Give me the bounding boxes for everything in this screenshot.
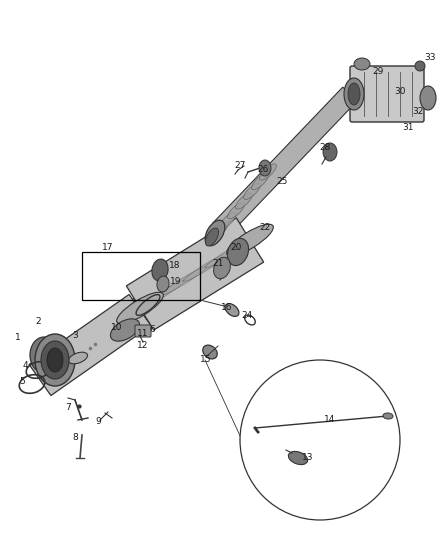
Ellipse shape: [236, 193, 252, 209]
Text: 33: 33: [424, 53, 436, 62]
Ellipse shape: [35, 334, 75, 386]
Ellipse shape: [212, 222, 229, 238]
Ellipse shape: [225, 304, 239, 317]
Ellipse shape: [354, 58, 370, 70]
Ellipse shape: [260, 164, 276, 180]
Text: 16: 16: [221, 303, 233, 312]
Ellipse shape: [117, 292, 163, 324]
Ellipse shape: [288, 451, 307, 465]
Circle shape: [240, 360, 400, 520]
Ellipse shape: [323, 143, 337, 161]
Ellipse shape: [415, 61, 425, 71]
Text: 15: 15: [200, 356, 212, 365]
Polygon shape: [89, 293, 151, 352]
Text: 7: 7: [65, 403, 71, 413]
Ellipse shape: [161, 266, 207, 295]
Text: 5: 5: [19, 377, 25, 386]
Ellipse shape: [228, 203, 244, 219]
Ellipse shape: [110, 319, 140, 341]
Text: 27: 27: [234, 161, 246, 171]
Text: 14: 14: [324, 416, 336, 424]
Text: 19: 19: [170, 278, 182, 287]
Ellipse shape: [139, 280, 185, 309]
Text: 28: 28: [319, 143, 331, 152]
Text: 3: 3: [72, 330, 78, 340]
Text: 8: 8: [72, 433, 78, 442]
Polygon shape: [126, 218, 264, 330]
Ellipse shape: [203, 345, 217, 359]
Ellipse shape: [420, 86, 436, 110]
Text: 26: 26: [257, 166, 268, 174]
Ellipse shape: [205, 239, 251, 268]
Text: 22: 22: [259, 223, 271, 232]
Text: 21: 21: [212, 259, 224, 268]
FancyBboxPatch shape: [135, 325, 151, 337]
Text: 32: 32: [412, 108, 424, 117]
Polygon shape: [213, 87, 357, 237]
Ellipse shape: [214, 257, 230, 279]
Ellipse shape: [227, 238, 248, 265]
Ellipse shape: [251, 174, 268, 190]
Ellipse shape: [205, 220, 225, 246]
Ellipse shape: [30, 337, 58, 373]
Ellipse shape: [383, 413, 393, 419]
Ellipse shape: [226, 224, 273, 256]
Ellipse shape: [152, 259, 168, 281]
Ellipse shape: [68, 352, 88, 364]
Text: 30: 30: [394, 87, 406, 96]
Text: 1: 1: [15, 334, 21, 343]
Ellipse shape: [183, 253, 229, 281]
Text: 10: 10: [111, 322, 123, 332]
Ellipse shape: [344, 78, 364, 110]
Text: 25: 25: [276, 177, 288, 187]
Ellipse shape: [47, 348, 63, 372]
Text: 9: 9: [95, 417, 101, 426]
Ellipse shape: [219, 212, 237, 229]
Ellipse shape: [259, 160, 271, 176]
Text: 17: 17: [102, 244, 114, 253]
Ellipse shape: [41, 341, 69, 379]
Polygon shape: [29, 294, 151, 395]
Text: 2: 2: [35, 318, 41, 327]
Text: 24: 24: [241, 311, 253, 319]
Ellipse shape: [205, 228, 219, 246]
Ellipse shape: [348, 83, 360, 105]
Text: 31: 31: [402, 124, 414, 133]
Text: 18: 18: [169, 262, 181, 271]
Text: 11: 11: [137, 328, 149, 337]
Text: 4: 4: [22, 360, 28, 369]
Text: 20: 20: [230, 244, 242, 253]
Text: 13: 13: [302, 454, 314, 463]
Text: 29: 29: [372, 68, 384, 77]
Text: 12: 12: [137, 342, 148, 351]
Ellipse shape: [157, 276, 169, 292]
Ellipse shape: [244, 183, 261, 199]
FancyBboxPatch shape: [350, 66, 424, 122]
Text: 6: 6: [149, 326, 155, 335]
